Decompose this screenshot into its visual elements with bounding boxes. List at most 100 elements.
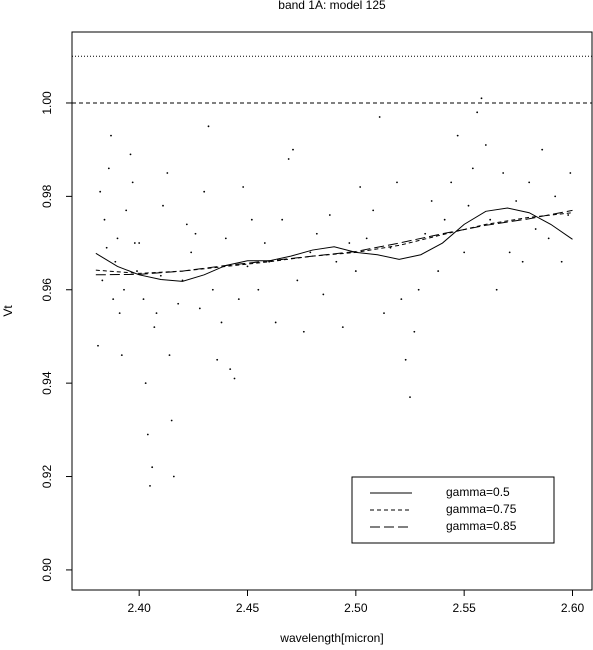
data-point — [170, 419, 173, 422]
data-point — [138, 242, 141, 244]
data-point — [120, 354, 123, 357]
data-point — [112, 298, 115, 300]
data-point — [142, 298, 145, 300]
data-point — [404, 358, 407, 361]
x-tick-label: 2.40 — [127, 601, 151, 615]
data-point — [515, 200, 518, 202]
data-point — [450, 181, 453, 184]
data-point — [123, 288, 125, 291]
data-point — [521, 260, 524, 263]
x-tick-label: 2.60 — [561, 601, 585, 615]
data-point — [467, 204, 470, 207]
data-point — [99, 190, 102, 193]
y-tick-label: 0.94 — [40, 371, 54, 395]
data-point — [274, 321, 277, 324]
data-point — [296, 279, 299, 282]
data-point — [107, 167, 110, 170]
data-point — [471, 167, 474, 170]
data-point — [159, 274, 162, 277]
y-tick-label: 0.96 — [40, 278, 54, 302]
legend-label: gamma=0.85 — [446, 519, 517, 533]
data-point — [396, 181, 398, 184]
data-point — [348, 242, 351, 244]
data-point — [125, 209, 128, 212]
data-point — [413, 330, 416, 333]
data-point — [359, 186, 362, 188]
data-point — [153, 326, 156, 329]
data-point — [229, 368, 232, 371]
data-point — [129, 153, 132, 156]
y-tick-label: 1.00 — [40, 91, 54, 115]
data-point — [185, 223, 188, 226]
smooth-line — [95, 207, 573, 282]
data-point — [194, 232, 197, 235]
data-point — [220, 321, 223, 324]
data-point — [378, 116, 381, 118]
x-tick-label: 2.50 — [344, 601, 368, 615]
data-point — [287, 158, 290, 160]
data-point — [495, 288, 498, 291]
data-point — [149, 484, 151, 487]
data-point — [383, 312, 385, 315]
data-point — [534, 228, 537, 230]
y-tick-label: 0.90 — [40, 558, 54, 582]
data-point — [541, 148, 544, 151]
data-point — [400, 298, 403, 300]
data-point — [246, 265, 249, 268]
plot-frame — [71, 31, 593, 591]
data-point — [354, 270, 357, 272]
data-point — [151, 466, 154, 469]
data-point — [216, 358, 219, 361]
data-point — [292, 148, 294, 151]
data-point — [281, 218, 284, 221]
data-point — [417, 288, 420, 291]
y-tick-label: 0.92 — [40, 465, 54, 489]
data-point — [198, 307, 201, 310]
data-point — [335, 260, 338, 263]
data-point — [456, 134, 459, 137]
data-point — [177, 302, 180, 305]
legend-box — [351, 476, 555, 544]
data-point — [155, 312, 158, 315]
data-point — [263, 242, 266, 244]
data-point — [105, 246, 108, 249]
data-point — [144, 382, 147, 385]
data-point — [110, 134, 112, 137]
data-point — [242, 186, 245, 188]
data-point — [250, 218, 253, 221]
data-point — [131, 181, 134, 184]
data-point — [309, 251, 312, 254]
data-point — [101, 279, 104, 282]
data-point — [224, 237, 227, 240]
data-point — [508, 251, 511, 254]
y-axis-label: Vt — [1, 305, 15, 317]
data-point — [97, 344, 99, 347]
data-point — [133, 242, 136, 244]
chart-title: band 1A: model 125 — [278, 0, 386, 12]
data-point — [476, 111, 479, 114]
data-point — [166, 172, 169, 174]
data-point — [207, 125, 210, 128]
data-point — [168, 354, 171, 357]
data-point — [114, 260, 117, 263]
data-point — [554, 195, 557, 198]
data-point — [257, 288, 260, 291]
data-point — [480, 97, 483, 100]
data-point — [463, 251, 466, 254]
smooth-line — [95, 209, 573, 276]
data-point — [567, 214, 570, 216]
smooth-line — [95, 212, 573, 274]
data-point — [489, 218, 492, 221]
data-point — [528, 181, 531, 184]
data-point — [162, 204, 164, 207]
x-axis-label: wavelength[micron] — [279, 631, 383, 645]
data-point — [146, 433, 149, 436]
data-point — [233, 377, 236, 380]
data-point — [424, 232, 427, 235]
data-point — [118, 312, 121, 315]
data-point — [443, 218, 446, 221]
data-point — [203, 190, 206, 193]
data-point — [547, 237, 550, 240]
data-point — [103, 218, 106, 221]
